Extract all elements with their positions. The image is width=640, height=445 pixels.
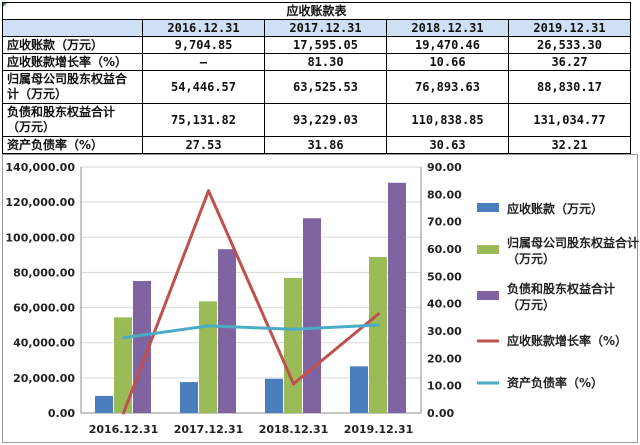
y2-tick-label: 30.00 [427, 325, 462, 338]
bar [95, 395, 113, 413]
receivables-table: 应收账款表 2016.12.31 2017.12.31 2018.12.31 2… [2, 2, 631, 154]
series-line [122, 189, 380, 414]
header-cell-empty[interactable] [2, 19, 143, 37]
bar [284, 277, 302, 413]
legend-label: 资产负债率（%） [507, 375, 603, 390]
line-point [292, 327, 295, 331]
x-tick-label: 2018.12.31 [259, 423, 329, 436]
line-point [122, 411, 125, 415]
table-cell[interactable]: 27.53 [142, 136, 265, 154]
legend-swatch [477, 245, 499, 254]
table-cell[interactable]: 88,830.17 [508, 70, 631, 104]
row-label-total-liabilities-equity[interactable]: 负债和股东权益合计（万元） [2, 103, 143, 137]
legend-label: 应收账款增长率（%） [507, 333, 627, 348]
legend-label: 归属母公司股东权益合计（万元） [507, 235, 639, 266]
table-cell[interactable]: 54,446.57 [142, 70, 265, 104]
table-row: 归属母公司股东权益合计（万元） 54,446.57 63,525.53 76,8… [2, 70, 631, 104]
y2-tick-label: 50.00 [427, 270, 462, 283]
table-row: 资产负债率（%） 27.53 31.86 30.63 32.21 [2, 136, 631, 154]
bar [369, 256, 387, 413]
y-tick-label: 20,000.00 [13, 372, 75, 385]
y2-tick-label: 10.00 [427, 380, 462, 393]
row-label-growth-rate[interactable]: 应收账款增长率（%） [2, 53, 143, 71]
bar [388, 182, 406, 413]
bar [114, 317, 132, 413]
table-title-row: 应收账款表 [2, 2, 631, 20]
y-tick-label: 80,000.00 [13, 266, 75, 279]
y2-tick-label: 20.00 [427, 352, 462, 365]
line-point [292, 382, 295, 386]
line-point [207, 324, 210, 328]
table-cell[interactable]: 30.63 [386, 136, 509, 154]
table-cell[interactable]: 93,229.03 [264, 103, 387, 137]
spreadsheet-area: 应收账款表 2016.12.31 2017.12.31 2018.12.31 2… [0, 0, 640, 154]
y2-tick-label: 0.00 [427, 407, 454, 420]
legend-label: 应收账款（万元） [507, 201, 603, 216]
line-point [122, 336, 125, 340]
table-cell[interactable]: 10.66 [386, 53, 509, 71]
y2-tick-label: 80.00 [427, 188, 462, 201]
y-tick-label: 60,000.00 [13, 302, 75, 315]
table-cell[interactable]: 131,034.77 [508, 103, 631, 137]
table-cell[interactable]: 81.30 [264, 53, 387, 71]
table-cell[interactable]: 9,704.85 [142, 36, 265, 54]
table-header-row: 2016.12.31 2017.12.31 2018.12.31 2019.12… [2, 19, 631, 37]
chart-container[interactable]: 0.00 20,000.00 40,000.00 60,000.00 80,000.00… [2, 154, 639, 443]
y2-tick-label: 60.00 [427, 243, 462, 256]
table-row: 应收账款增长率（%） — 81.30 10.66 36.27 [2, 53, 631, 71]
y-tick-label: 120,000.00 [5, 196, 75, 209]
y-tick-label: 0.00 [48, 407, 75, 420]
header-cell-2017[interactable]: 2017.12.31 [264, 19, 387, 37]
y2-tick-label: 90.00 [427, 161, 462, 174]
legend-label: 负债和股东权益合计（万元） [507, 281, 615, 312]
table-cell[interactable]: 31.86 [264, 136, 387, 154]
line-point [207, 189, 210, 193]
y-tick-label: 100,000.00 [5, 231, 75, 244]
combo-chart: 0.00 20,000.00 40,000.00 60,000.00 80,000.00… [5, 161, 639, 436]
x-tick-label: 2019.12.31 [344, 423, 414, 436]
y-tick-label: 40,000.00 [13, 337, 75, 350]
y2-tick-label: 70.00 [427, 216, 462, 229]
table-cell[interactable]: 19,470.46 [386, 36, 509, 54]
table-cell[interactable]: 32.21 [508, 136, 631, 154]
table-cell[interactable]: 110,838.85 [386, 103, 509, 137]
bar [199, 301, 217, 413]
table-row: 负债和股东权益合计（万元） 75,131.82 93,229.03 110,83… [2, 103, 631, 137]
x-tick-label: 2016.12.31 [89, 423, 159, 436]
header-cell-2016[interactable]: 2016.12.31 [142, 19, 265, 37]
bar [265, 378, 283, 413]
bar [218, 249, 236, 413]
series-line [123, 323, 379, 340]
y2-tick-label: 40.00 [427, 298, 462, 311]
legend-swatch [477, 203, 499, 212]
row-label-receivables[interactable]: 应收账款（万元） [2, 36, 143, 54]
table-cell[interactable]: 63,525.53 [264, 70, 387, 104]
line-point [377, 323, 380, 327]
legend-swatch [477, 291, 499, 300]
header-cell-2018[interactable]: 2018.12.31 [386, 19, 509, 37]
table-cell[interactable]: — [142, 53, 265, 71]
table-cell[interactable]: 26,533.30 [508, 36, 631, 54]
row-label-parent-equity[interactable]: 归属母公司股东权益合计（万元） [2, 70, 143, 104]
x-tick-label: 2017.12.31 [174, 423, 244, 436]
table-cell[interactable]: 75,131.82 [142, 103, 265, 137]
table-cell[interactable]: 17,595.05 [264, 36, 387, 54]
line-point [377, 312, 380, 316]
y-tick-label: 140,000.00 [5, 161, 75, 174]
table-cell[interactable]: 36.27 [508, 53, 631, 71]
bar [303, 218, 321, 413]
row-label-debt-ratio[interactable]: 资产负债率（%） [2, 136, 143, 154]
header-cell-2019[interactable]: 2019.12.31 [508, 19, 631, 37]
bar [350, 366, 368, 413]
table-row: 应收账款（万元） 9,704.85 17,595.05 19,470.46 26… [2, 36, 631, 54]
bar [180, 382, 198, 413]
table-cell[interactable]: 76,893.63 [386, 70, 509, 104]
table-title[interactable]: 应收账款表 [2, 2, 631, 20]
